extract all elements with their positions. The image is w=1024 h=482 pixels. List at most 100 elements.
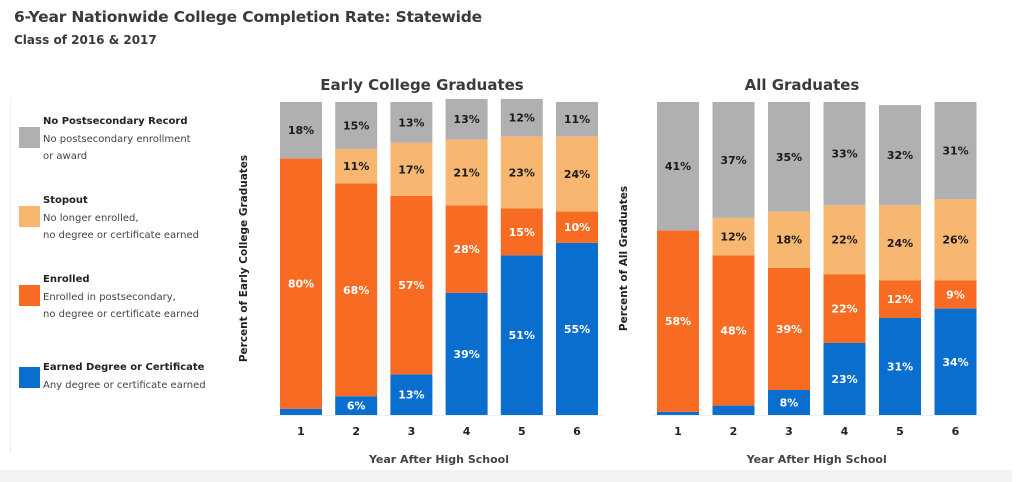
legend-title: No Postsecondary Record [43,116,188,127]
bar-segment-none [934,102,977,200]
legend-desc: Enrolled in postsecondary, no degree or … [43,289,199,323]
data-label: 21% [453,166,479,179]
x-tick-label: 4 [463,425,471,438]
x-tick-label: 1 [297,425,305,438]
data-label: 33% [831,148,857,161]
data-label: 6% [347,400,366,413]
bar-segment-none [768,102,810,212]
bar-segment-earned [879,317,921,415]
bar-segment-stopout [556,136,598,212]
data-label: 15% [509,226,535,239]
data-label: 18% [776,234,802,247]
bar-segment-earned [280,408,322,415]
x-axis-label: Year After High School [368,453,509,466]
data-label: 24% [564,168,590,181]
data-label: 31% [942,145,968,158]
bar-segment-none [657,102,699,231]
data-label: 8% [780,396,799,409]
bar-segment-earned [335,396,378,415]
bar-segment-earned [390,374,433,415]
data-label: 11% [564,113,590,126]
x-tick-label: 6 [952,425,960,438]
bar-segment-stopout [934,199,977,281]
data-label: 9% [946,288,965,301]
legend-desc: Any degree or certificate earned [43,377,206,394]
bar-segment-enrolled [823,274,866,344]
bar-segment-stopout [823,205,866,275]
x-axis-label: Year After High School [746,453,887,466]
bar-segment-enrolled [879,280,921,318]
x-tick-label: 5 [518,425,526,438]
data-label: 22% [831,303,857,316]
data-label: 23% [509,166,535,179]
bar-segment-earned [445,292,488,415]
bar-segment-earned [500,255,543,415]
legend-desc-line: or award [43,151,88,162]
data-label: 11% [343,160,369,173]
bar-segment-enrolled [768,267,810,390]
data-label: 31% [887,360,913,373]
bar-segment-earned [712,405,755,415]
bar-segment-enrolled [934,280,977,309]
data-label: 32% [887,149,913,162]
page-title: 6-Year Nationwide College Completion Rat… [14,8,482,26]
bar-segment-enrolled [390,195,433,375]
data-label: 24% [887,237,913,250]
data-label: 22% [831,234,857,247]
legend-desc-line: No postsecondary enrollment [43,134,191,145]
data-label: 58% [665,315,691,328]
data-label: 55% [564,323,590,336]
bar-segment-stopout [500,136,543,209]
page-subtitle: Class of 2016 & 2017 [14,33,157,47]
bar-segment-stopout [768,211,810,268]
bar-segment-none [390,102,433,143]
data-label: 80% [288,278,314,291]
legend-title: Enrolled [43,274,90,285]
chart-title: All Graduates [745,76,860,94]
bar-segment-enrolled [712,255,755,406]
bar-segment-none [500,98,543,137]
data-label: 12% [720,231,746,244]
bar-segment-earned [768,389,810,415]
legend-swatch-earned [19,367,40,388]
legend-swatch-enrolled [19,285,40,306]
bar-segment-none [879,105,921,206]
x-tick-label: 3 [408,425,416,438]
legend-desc-line: No longer enrolled, [43,213,139,224]
x-tick-label: 6 [573,425,581,438]
bar-segment-stopout [445,139,488,206]
data-label: 18% [288,124,314,137]
x-tick-label: 5 [896,425,904,438]
bar-segment-enrolled [556,211,598,243]
bar-segment-none [712,102,755,218]
legend-desc: No postsecondary enrollment or award [43,131,191,165]
bar-segment-enrolled [280,158,322,409]
bar-segment-enrolled [445,205,488,293]
x-tick-label: 3 [785,425,793,438]
legend-title: Stopout [43,195,88,206]
bar-segment-earned [934,308,977,415]
legend: No Postsecondary Record No postsecondary… [10,98,235,453]
data-label: 51% [509,329,535,342]
data-label: 17% [398,163,424,176]
data-label: 37% [720,154,746,167]
legend-swatch-stopout [19,206,40,227]
data-label: 12% [887,293,913,306]
data-label: 34% [942,356,968,369]
data-label: 41% [665,160,691,173]
bar-segment-none [335,102,378,149]
data-label: 57% [398,279,424,292]
legend-desc-line: no degree or certificate earned [43,309,199,320]
legend-desc-line: Enrolled in postsecondary, [43,292,176,303]
chart-early-college: Early College Graduates Percent of Early … [238,76,604,466]
data-label: 35% [776,151,802,164]
data-label: 28% [453,243,479,256]
bar-segment-stopout [390,142,433,196]
bar-segment-stopout [712,217,755,256]
data-label: 68% [343,284,369,297]
bar-segment-enrolled [500,208,543,256]
data-label: 39% [453,348,479,361]
chart-title: Early College Graduates [320,76,524,94]
x-tick-label: 2 [730,425,738,438]
